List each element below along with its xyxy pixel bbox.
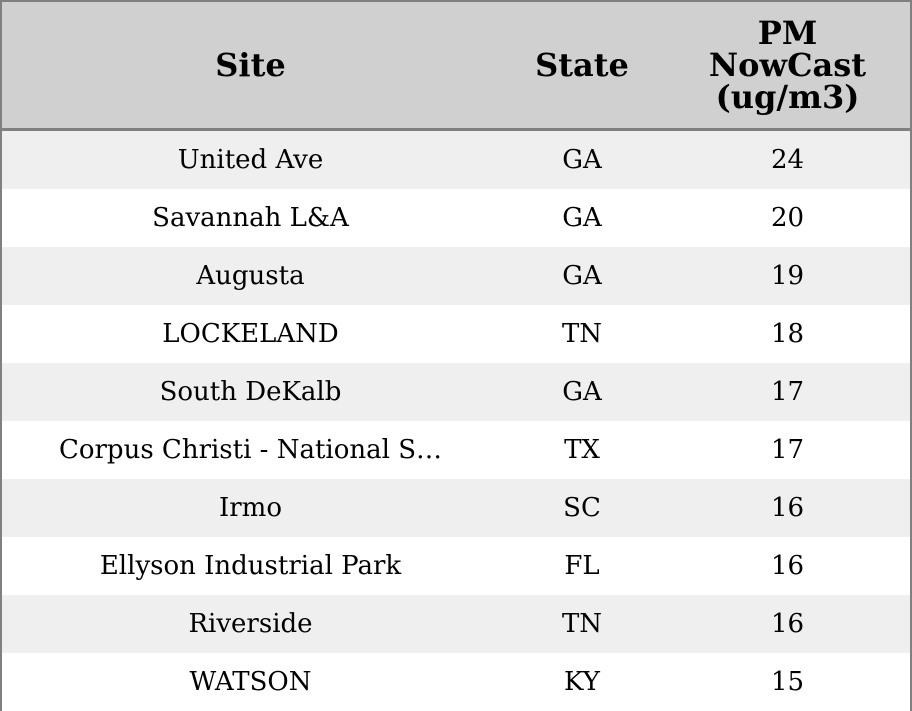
table-cell: GA [499,247,665,305]
table-cell: WATSON [2,653,499,711]
table-row: Savannah L&A GA 20 [2,189,910,247]
column-header-text: Site [215,46,286,84]
table-cell: TX [499,421,665,479]
table-cell: Corpus Christi - National S… [2,421,499,479]
column-header: PM NowCast (ug/m3) [665,2,910,131]
table-cell: 16 [665,595,910,653]
table-cell: 16 [665,537,910,595]
table-cell: Savannah L&A [2,189,499,247]
table-cell: TN [499,305,665,363]
table-cell: Irmo [2,479,499,537]
table-cell: LOCKELAND [2,305,499,363]
column-header-text: PM NowCast (ug/m3) [708,14,867,116]
column-header-text: State [535,46,629,84]
table-row: Riverside TN 16 [2,595,910,653]
table-row: United Ave GA 24 [2,129,910,189]
table-cell: GA [499,363,665,421]
table-body: United Ave GA 24 Savannah L&A GA 20 Augusta GA 1… [2,129,910,711]
table-cell: GA [499,129,665,189]
table-row: Irmo SC 16 [2,479,910,537]
table-cell: 19 [665,247,910,305]
table-cell: South DeKalb [2,363,499,421]
table-cell: SC [499,479,665,537]
table-cell: Riverside [2,595,499,653]
table-row: Augusta GA 19 [2,247,910,305]
table-cell: Augusta [2,247,499,305]
table-row: WATSON KY 15 [2,653,910,711]
table-cell: TN [499,595,665,653]
header-row: Site State PM NowCast (ug/m3) [2,2,910,131]
column-header: Site [2,2,499,131]
table-cell: 18 [665,305,910,363]
table-cell: Ellyson Industrial Park [2,537,499,595]
table-row: South DeKalb GA 17 [2,363,910,421]
table-cell: FL [499,537,665,595]
table-cell: 17 [665,363,910,421]
table-row: Corpus Christi - National S… TX 17 [2,421,910,479]
column-header: State [499,2,665,131]
table-cell: 17 [665,421,910,479]
table-row: Ellyson Industrial Park FL 16 [2,537,910,595]
table-cell: 24 [665,129,910,189]
table-cell: 15 [665,653,910,711]
table-cell: GA [499,189,665,247]
table-cell: 16 [665,479,910,537]
table-cell: 20 [665,189,910,247]
table-cell: United Ave [2,129,499,189]
table-row: LOCKELAND TN 18 [2,305,910,363]
table-cell: KY [499,653,665,711]
